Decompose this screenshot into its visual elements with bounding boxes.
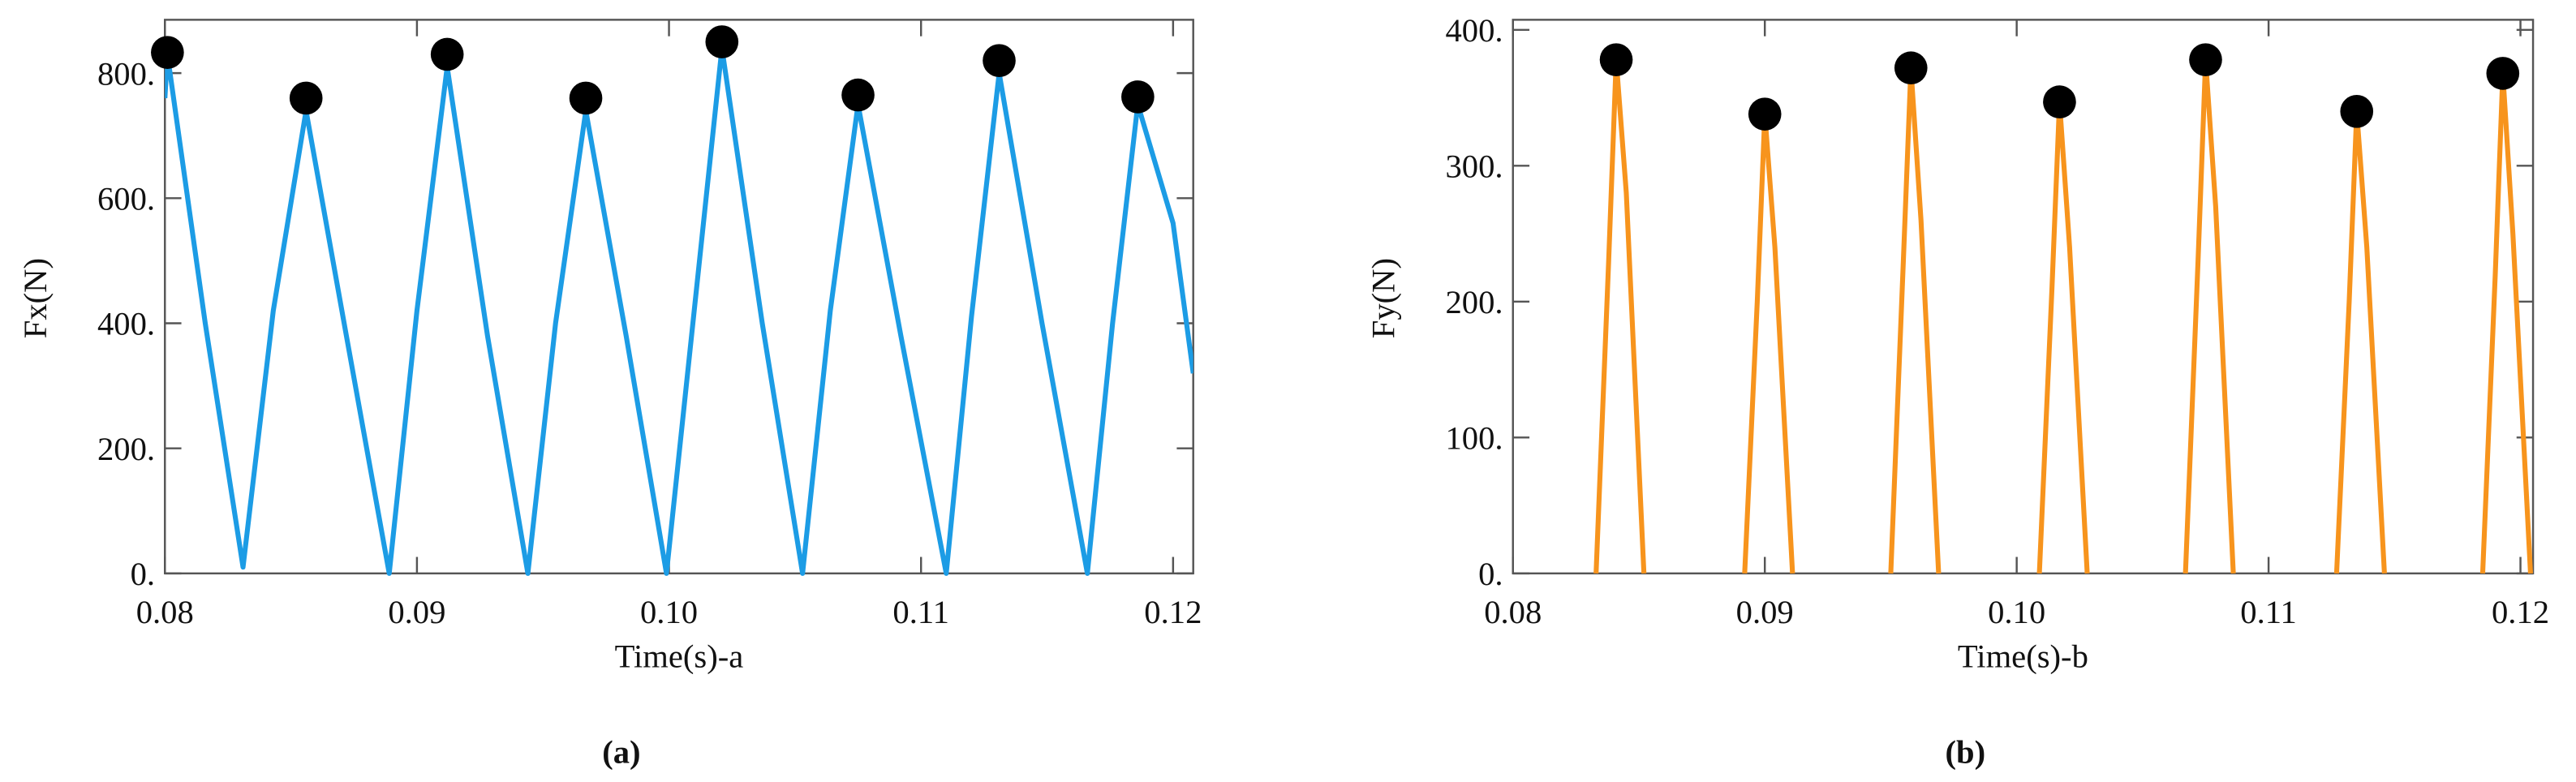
- y-tick-label: 0.: [131, 556, 155, 592]
- y-tick-label: 400.: [1445, 12, 1503, 49]
- x-tick-label: 0.11: [892, 594, 949, 630]
- plot-frame: [164, 19, 1194, 575]
- y-tick-label: 400.: [97, 306, 155, 342]
- y-tick-label: 200.: [97, 431, 155, 467]
- peak-marker: [569, 81, 603, 115]
- peak-marker: [983, 44, 1016, 78]
- data-line: [1593, 57, 2533, 574]
- panel-caption: (a): [602, 733, 640, 770]
- x-tick-label: 0.08: [1484, 594, 1542, 630]
- peak-marker: [1121, 80, 1155, 114]
- peak-marker: [2043, 85, 2076, 118]
- peak-marker: [841, 78, 875, 112]
- panel-caption: (b): [1945, 733, 1985, 770]
- y-axis-label: Fy(N): [1365, 258, 1402, 338]
- y-tick-label: 800.: [97, 55, 155, 92]
- x-tick-label: 0.09: [1736, 594, 1794, 630]
- x-tick-label: 0.10: [640, 594, 698, 630]
- panel: 0. 200. 400. 600. 800. 0.08 0.09 0.10 0.11 0.12 Ti…: [17, 19, 1202, 770]
- data-line: [165, 45, 1193, 576]
- y-tick-label: 0.: [1478, 556, 1503, 592]
- x-tick-label: 0.08: [136, 594, 194, 630]
- peak-marker: [2189, 43, 2222, 76]
- peak-marker: [289, 81, 323, 115]
- peak-marker: [1599, 43, 1633, 76]
- x-tick-label: 0.11: [2240, 594, 2297, 630]
- peak-marker: [2340, 95, 2374, 128]
- plot-area: [1593, 57, 2533, 574]
- x-axis-label: Time(s)-b: [1958, 638, 2088, 675]
- x-tick-label: 0.09: [388, 594, 445, 630]
- plot-frame: [1512, 19, 2535, 575]
- x-tick-label: 0.10: [1988, 594, 2045, 630]
- peak-marker: [1894, 51, 1928, 85]
- peak-marker: [2486, 57, 2520, 90]
- y-axis-label: Fx(N): [17, 258, 54, 338]
- x-tick-label: 0.12: [1144, 594, 1202, 630]
- x-axis-label: Time(s)-a: [615, 638, 744, 675]
- peak-marker: [705, 25, 739, 58]
- y-tick-label: 200.: [1445, 284, 1503, 320]
- peak-marker: [430, 37, 464, 71]
- plot-area: [165, 45, 1193, 576]
- peak-marker: [151, 36, 184, 69]
- y-tick-label: 300.: [1445, 148, 1503, 185]
- x-tick-label: 0.12: [2492, 594, 2549, 630]
- peak-marker: [1748, 97, 1782, 131]
- y-tick-label: 600.: [97, 181, 155, 217]
- panel: 0. 100. 200. 300. 400. 0.08 0.09 0.10 0.11 0.12 Ti…: [1365, 12, 2550, 770]
- y-tick-label: 100.: [1445, 420, 1503, 457]
